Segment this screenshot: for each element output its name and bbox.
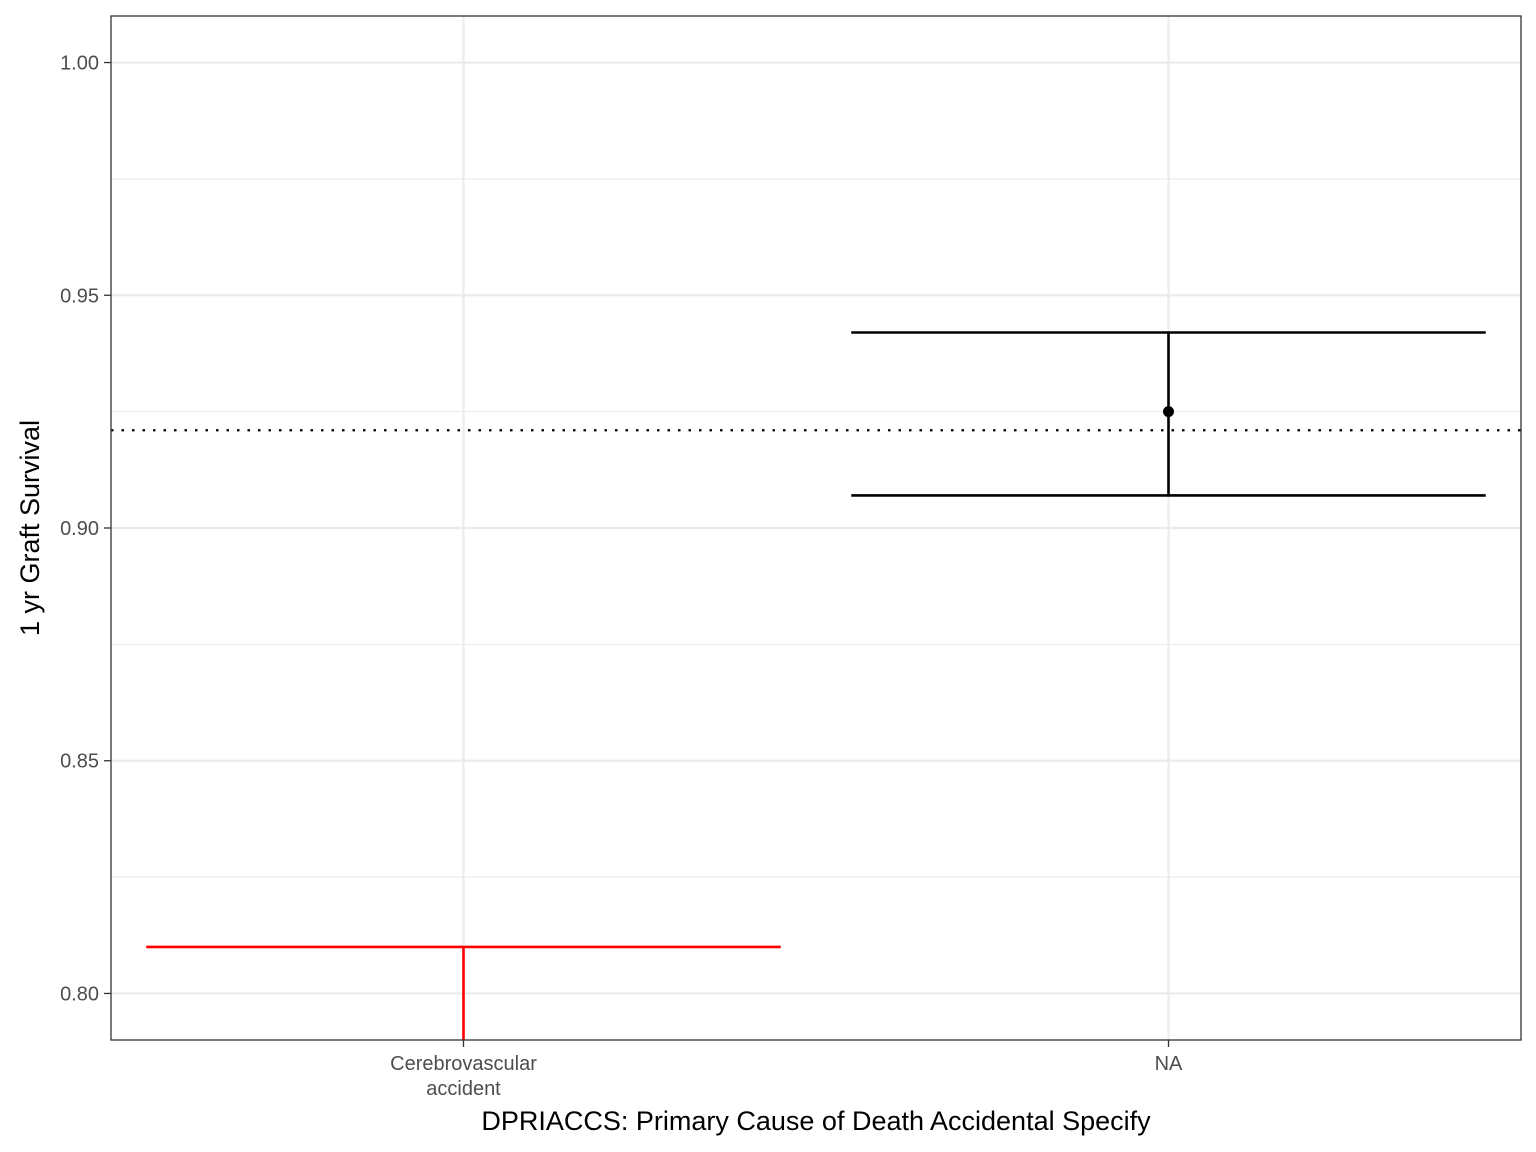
- y-tick-label: 0.90: [60, 518, 99, 540]
- x-axis-title: DPRIACCS: Primary Cause of Death Acciden…: [481, 1106, 1151, 1136]
- y-tick-label: 0.85: [60, 751, 99, 773]
- x-tick-label: Cerebrovascular: [390, 1053, 537, 1075]
- axes: 0.80 0.85 0.90 0.95 1.00 Cerebrovascular accid…: [60, 53, 1183, 1100]
- grid-major: [111, 16, 1521, 1040]
- x-tick-label: accident: [426, 1078, 501, 1100]
- grid-minor: [111, 178, 1521, 878]
- y-tick-label: 1.00: [60, 53, 99, 75]
- point-estimate: [1163, 406, 1174, 418]
- x-tick-label: NA: [1155, 1053, 1183, 1075]
- y-axis-title: 1 yr Graft Survival: [15, 420, 45, 636]
- y-tick-label: 0.95: [60, 285, 99, 307]
- y-tick-label: 0.80: [60, 983, 99, 1005]
- marks: [146, 331, 1486, 1040]
